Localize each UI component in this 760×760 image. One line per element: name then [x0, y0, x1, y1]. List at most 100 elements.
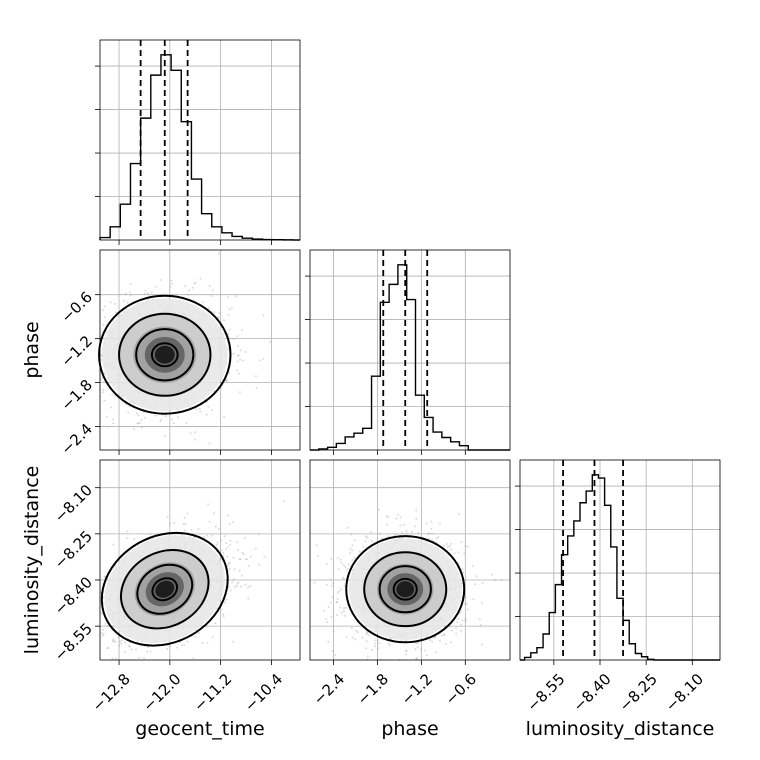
sample-point: [353, 557, 356, 559]
sample-point: [207, 307, 210, 310]
sample-point: [102, 391, 105, 394]
sample-point: [171, 282, 174, 285]
sample-point: [228, 372, 231, 374]
sample-point: [461, 568, 464, 571]
x-tick-label: −0.6: [442, 670, 480, 708]
sample-point: [166, 647, 169, 650]
sample-point: [364, 540, 367, 543]
sample-point: [222, 615, 225, 618]
sample-point: [120, 642, 123, 645]
sample-point: [236, 369, 239, 372]
sample-point: [236, 582, 239, 585]
sample-point: [217, 316, 220, 319]
sample-point: [463, 552, 466, 555]
sample-point: [186, 512, 189, 515]
x-axis-label-geocent_time: geocent_time: [135, 718, 264, 740]
sample-point: [366, 655, 369, 658]
sample-point: [351, 549, 354, 552]
sample-point: [460, 623, 463, 626]
contour-level-3: [392, 577, 418, 601]
sample-point: [222, 319, 225, 322]
sample-point: [223, 415, 226, 418]
sample-point: [446, 543, 448, 545]
sample-point: [403, 523, 405, 526]
y-tick-label: −1.2: [58, 332, 96, 370]
sample-point: [133, 427, 135, 430]
sample-point: [441, 634, 443, 637]
sample-point: [350, 627, 353, 629]
sample-point: [456, 617, 459, 620]
sample-point: [472, 598, 475, 601]
x-tick-label: −12.0: [139, 670, 184, 715]
sample-point: [206, 641, 209, 644]
sample-point: [197, 527, 200, 530]
sample-point: [240, 574, 243, 577]
sample-point: [349, 552, 352, 554]
sample-point: [193, 438, 196, 441]
sample-point: [220, 608, 223, 611]
sample-point: [405, 649, 408, 652]
sample-point: [183, 285, 186, 288]
sample-point: [464, 545, 467, 548]
sample-point: [415, 657, 418, 660]
sample-point: [141, 426, 144, 429]
sample-point: [464, 603, 467, 605]
sample-point: [370, 539, 373, 542]
sample-point: [405, 649, 408, 652]
sample-point: [249, 555, 252, 558]
x-tick-label: −1.8: [354, 670, 392, 708]
sample-point: [226, 380, 229, 383]
sample-point: [374, 642, 377, 645]
sample-point: [186, 640, 189, 643]
sample-point: [225, 378, 228, 381]
sample-point: [349, 547, 352, 550]
sample-point: [193, 536, 196, 539]
sample-point: [112, 638, 115, 641]
sample-point: [335, 601, 338, 604]
sample-point: [330, 584, 333, 587]
sample-point: [379, 533, 381, 536]
sample-point: [326, 563, 328, 565]
sample-point: [227, 313, 230, 316]
sample-point: [183, 516, 186, 519]
sample-point: [244, 350, 247, 353]
sample-point: [213, 512, 216, 515]
sample-point: [149, 650, 152, 653]
sample-point: [112, 422, 115, 425]
sample-point: [227, 296, 230, 299]
sample-point: [236, 360, 239, 363]
sample-point: [244, 558, 247, 561]
sample-point: [494, 578, 497, 581]
sample-point: [146, 650, 149, 653]
sample-point: [475, 575, 478, 578]
scatter-panel-phase-vs-luminosity_distance: −2.4 −1.8 −1.2 −0.6: [309, 459, 511, 709]
sample-point: [460, 629, 462, 632]
sample-point: [106, 425, 109, 428]
sample-point: [102, 602, 105, 605]
sample-point: [362, 545, 365, 548]
sample-point: [242, 359, 245, 362]
grid: [310, 250, 510, 450]
sample-point: [455, 632, 458, 635]
sample-point: [460, 610, 463, 613]
sample-point: [188, 289, 191, 292]
sample-point: [331, 649, 334, 652]
sample-point: [126, 301, 129, 304]
sample-point: [208, 442, 211, 445]
sample-point: [236, 541, 238, 544]
sample-point: [218, 312, 221, 315]
sample-point: [232, 640, 234, 643]
sample-point: [433, 636, 436, 639]
sample-point: [226, 514, 229, 517]
sample-point: [103, 399, 106, 402]
sample-point: [194, 281, 197, 284]
sample-point: [405, 530, 408, 533]
sample-point: [329, 578, 332, 581]
sample-point: [366, 536, 369, 539]
sample-point: [111, 394, 114, 397]
contour-level-0: [345, 535, 466, 644]
sample-point: [199, 410, 202, 413]
sample-point: [193, 282, 196, 285]
sample-point: [420, 648, 422, 651]
sample-point: [229, 589, 232, 592]
